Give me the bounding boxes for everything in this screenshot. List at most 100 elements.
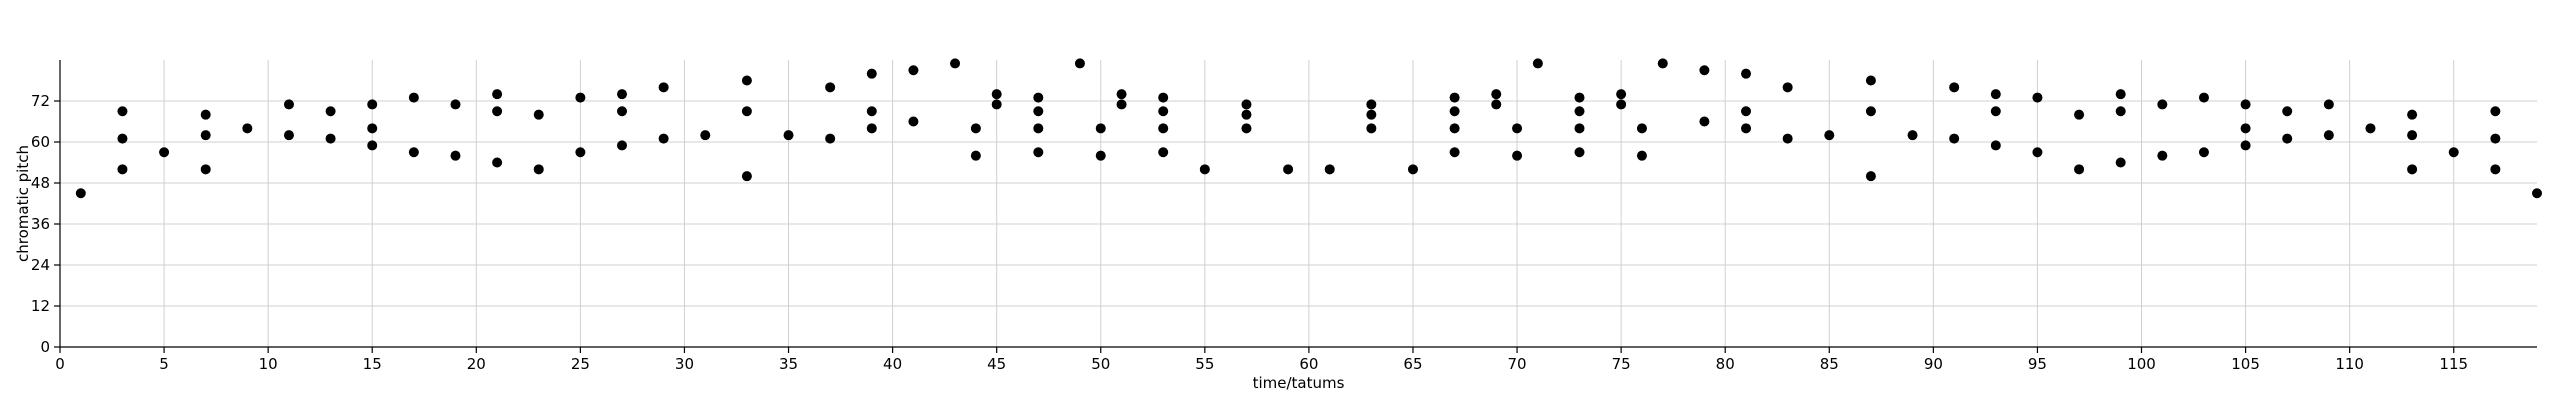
- data-point: [1283, 164, 1294, 175]
- x-tick-label: 35: [779, 355, 798, 373]
- data-point: [492, 157, 503, 168]
- data-point: [450, 99, 461, 110]
- data-point: [492, 106, 503, 117]
- data-point: [970, 123, 981, 134]
- data-point: [1949, 133, 1960, 144]
- data-point: [1241, 123, 1252, 134]
- data-point: [2532, 188, 2542, 199]
- x-tick-label: 15: [363, 355, 382, 373]
- data-point: [325, 133, 336, 144]
- data-point: [1449, 147, 1460, 158]
- data-point: [1741, 123, 1752, 134]
- data-point: [117, 133, 128, 144]
- tick-labels: 0 5 10 15 20 25 30 35 40 45 50 55 60 65 70 75 80 85 90 95 10…: [31, 92, 2468, 373]
- data-point: [1699, 116, 1710, 127]
- data-point: [1741, 106, 1752, 117]
- data-point: [1033, 147, 1044, 158]
- data-point: [2115, 89, 2126, 100]
- data-point: [700, 130, 711, 141]
- data-point: [1033, 123, 1044, 134]
- data-point: [991, 99, 1002, 110]
- x-tick-label: 65: [1403, 355, 1422, 373]
- y-axis-label: chromatic pitch: [14, 145, 32, 262]
- data-point: [1990, 106, 2001, 117]
- data-point: [1636, 150, 1647, 161]
- data-point: [1491, 99, 1502, 110]
- data-point: [2282, 133, 2293, 144]
- x-tick-label: 45: [987, 355, 1006, 373]
- data-point: [1512, 123, 1523, 134]
- data-point: [1865, 75, 1876, 86]
- data-point: [2407, 109, 2418, 120]
- x-tick-label: 100: [2127, 355, 2156, 373]
- data-point: [658, 133, 669, 144]
- data-point: [1033, 92, 1044, 103]
- data-point: [1449, 123, 1460, 134]
- data-point: [2490, 106, 2501, 117]
- x-tick-label: 95: [2028, 355, 2047, 373]
- x-tick-label: 60: [1299, 355, 1318, 373]
- x-tick-label: 10: [259, 355, 278, 373]
- data-point: [1574, 92, 1585, 103]
- data-point: [325, 106, 336, 117]
- y-tick-label: 12: [31, 297, 50, 315]
- data-point: [2115, 106, 2126, 117]
- data-point: [575, 92, 586, 103]
- data-point: [825, 82, 836, 93]
- data-point: [2448, 147, 2459, 158]
- y-tick-label: 72: [31, 92, 50, 110]
- data-point: [2074, 164, 2085, 175]
- data-point: [1636, 123, 1647, 134]
- data-point: [1449, 106, 1460, 117]
- data-point: [117, 164, 128, 175]
- x-axis-label: time/tatums: [1253, 374, 1345, 392]
- data-point: [1865, 106, 1876, 117]
- data-point: [1616, 99, 1627, 110]
- data-point: [1366, 99, 1377, 110]
- data-point: [1574, 123, 1585, 134]
- data-point: [2198, 147, 2209, 158]
- data-point: [866, 106, 877, 117]
- data-point: [283, 130, 294, 141]
- data-point: [2198, 92, 2209, 103]
- data-point: [1158, 106, 1169, 117]
- x-tick-label: 40: [883, 355, 902, 373]
- data-point: [1512, 150, 1523, 161]
- data-point: [2240, 140, 2251, 151]
- data-point: [1990, 89, 2001, 100]
- data-point: [1741, 68, 1752, 79]
- data-point: [866, 68, 877, 79]
- data-point: [1449, 92, 1460, 103]
- data-point: [159, 147, 170, 158]
- data-point: [1074, 58, 1085, 69]
- x-tick-label: 5: [159, 355, 169, 373]
- x-tick-label: 80: [1716, 355, 1735, 373]
- data-point: [1366, 109, 1377, 120]
- data-point: [1907, 130, 1918, 141]
- data-point: [1574, 147, 1585, 158]
- data-point: [408, 147, 419, 158]
- data-point: [783, 130, 794, 141]
- data-point: [617, 140, 628, 151]
- data-point: [2240, 123, 2251, 134]
- data-point: [970, 150, 981, 161]
- data-point: [1095, 150, 1106, 161]
- data-point: [408, 92, 419, 103]
- x-tick-label: 70: [1508, 355, 1527, 373]
- data-point: [2323, 99, 2334, 110]
- data-point: [1095, 123, 1106, 134]
- x-tick-label: 0: [55, 355, 65, 373]
- data-point: [658, 82, 669, 93]
- data-point: [1241, 109, 1252, 120]
- data-point: [2365, 123, 2376, 134]
- data-point: [1033, 106, 1044, 117]
- data-point: [1116, 99, 1127, 110]
- data-point: [1824, 130, 1835, 141]
- data-point: [1407, 164, 1418, 175]
- data-point: [242, 123, 253, 134]
- y-tick-label: 24: [31, 256, 50, 274]
- x-tick-label: 90: [1924, 355, 1943, 373]
- data-point: [492, 89, 503, 100]
- data-point: [2407, 130, 2418, 141]
